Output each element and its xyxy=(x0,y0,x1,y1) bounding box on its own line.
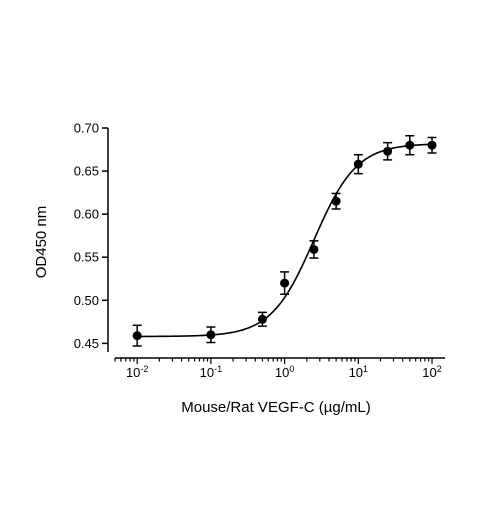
x-axis-title: Mouse/Rat VEGF-C (µg/mL) xyxy=(181,399,371,416)
y-tick-label: 0.70 xyxy=(74,121,99,136)
data-point xyxy=(353,159,363,169)
y-tick-label: 0.50 xyxy=(74,293,99,308)
data-point xyxy=(383,146,393,156)
y-tick-label: 0.60 xyxy=(74,207,99,222)
y-tick-label: 0.55 xyxy=(74,250,99,265)
data-point xyxy=(331,196,341,206)
data-point xyxy=(309,244,319,254)
data-point xyxy=(132,331,142,341)
x-tick-label: 100 xyxy=(275,364,294,380)
x-tick-label: 101 xyxy=(349,364,368,380)
data-point xyxy=(427,140,437,150)
data-point xyxy=(257,314,267,324)
y-tick-label: 0.45 xyxy=(74,336,99,351)
y-axis: 0.45 0.50 0.55 0.60 0.65 0.70 xyxy=(74,121,109,352)
data-points-group xyxy=(132,135,437,347)
y-tick-label: 0.65 xyxy=(74,164,99,179)
y-axis-title: OD450 nm xyxy=(33,206,50,279)
x-tick-label: 10-1 xyxy=(200,364,222,380)
data-point xyxy=(405,140,415,150)
x-tick-label: 102 xyxy=(422,364,441,380)
x-tick-label: 10-2 xyxy=(126,364,148,380)
fit-curve xyxy=(137,143,433,338)
data-point xyxy=(280,278,290,288)
x-axis: 10-2 10-1 100 101 102 xyxy=(114,357,445,380)
fit-curve-group xyxy=(137,143,433,338)
data-point xyxy=(206,330,216,340)
